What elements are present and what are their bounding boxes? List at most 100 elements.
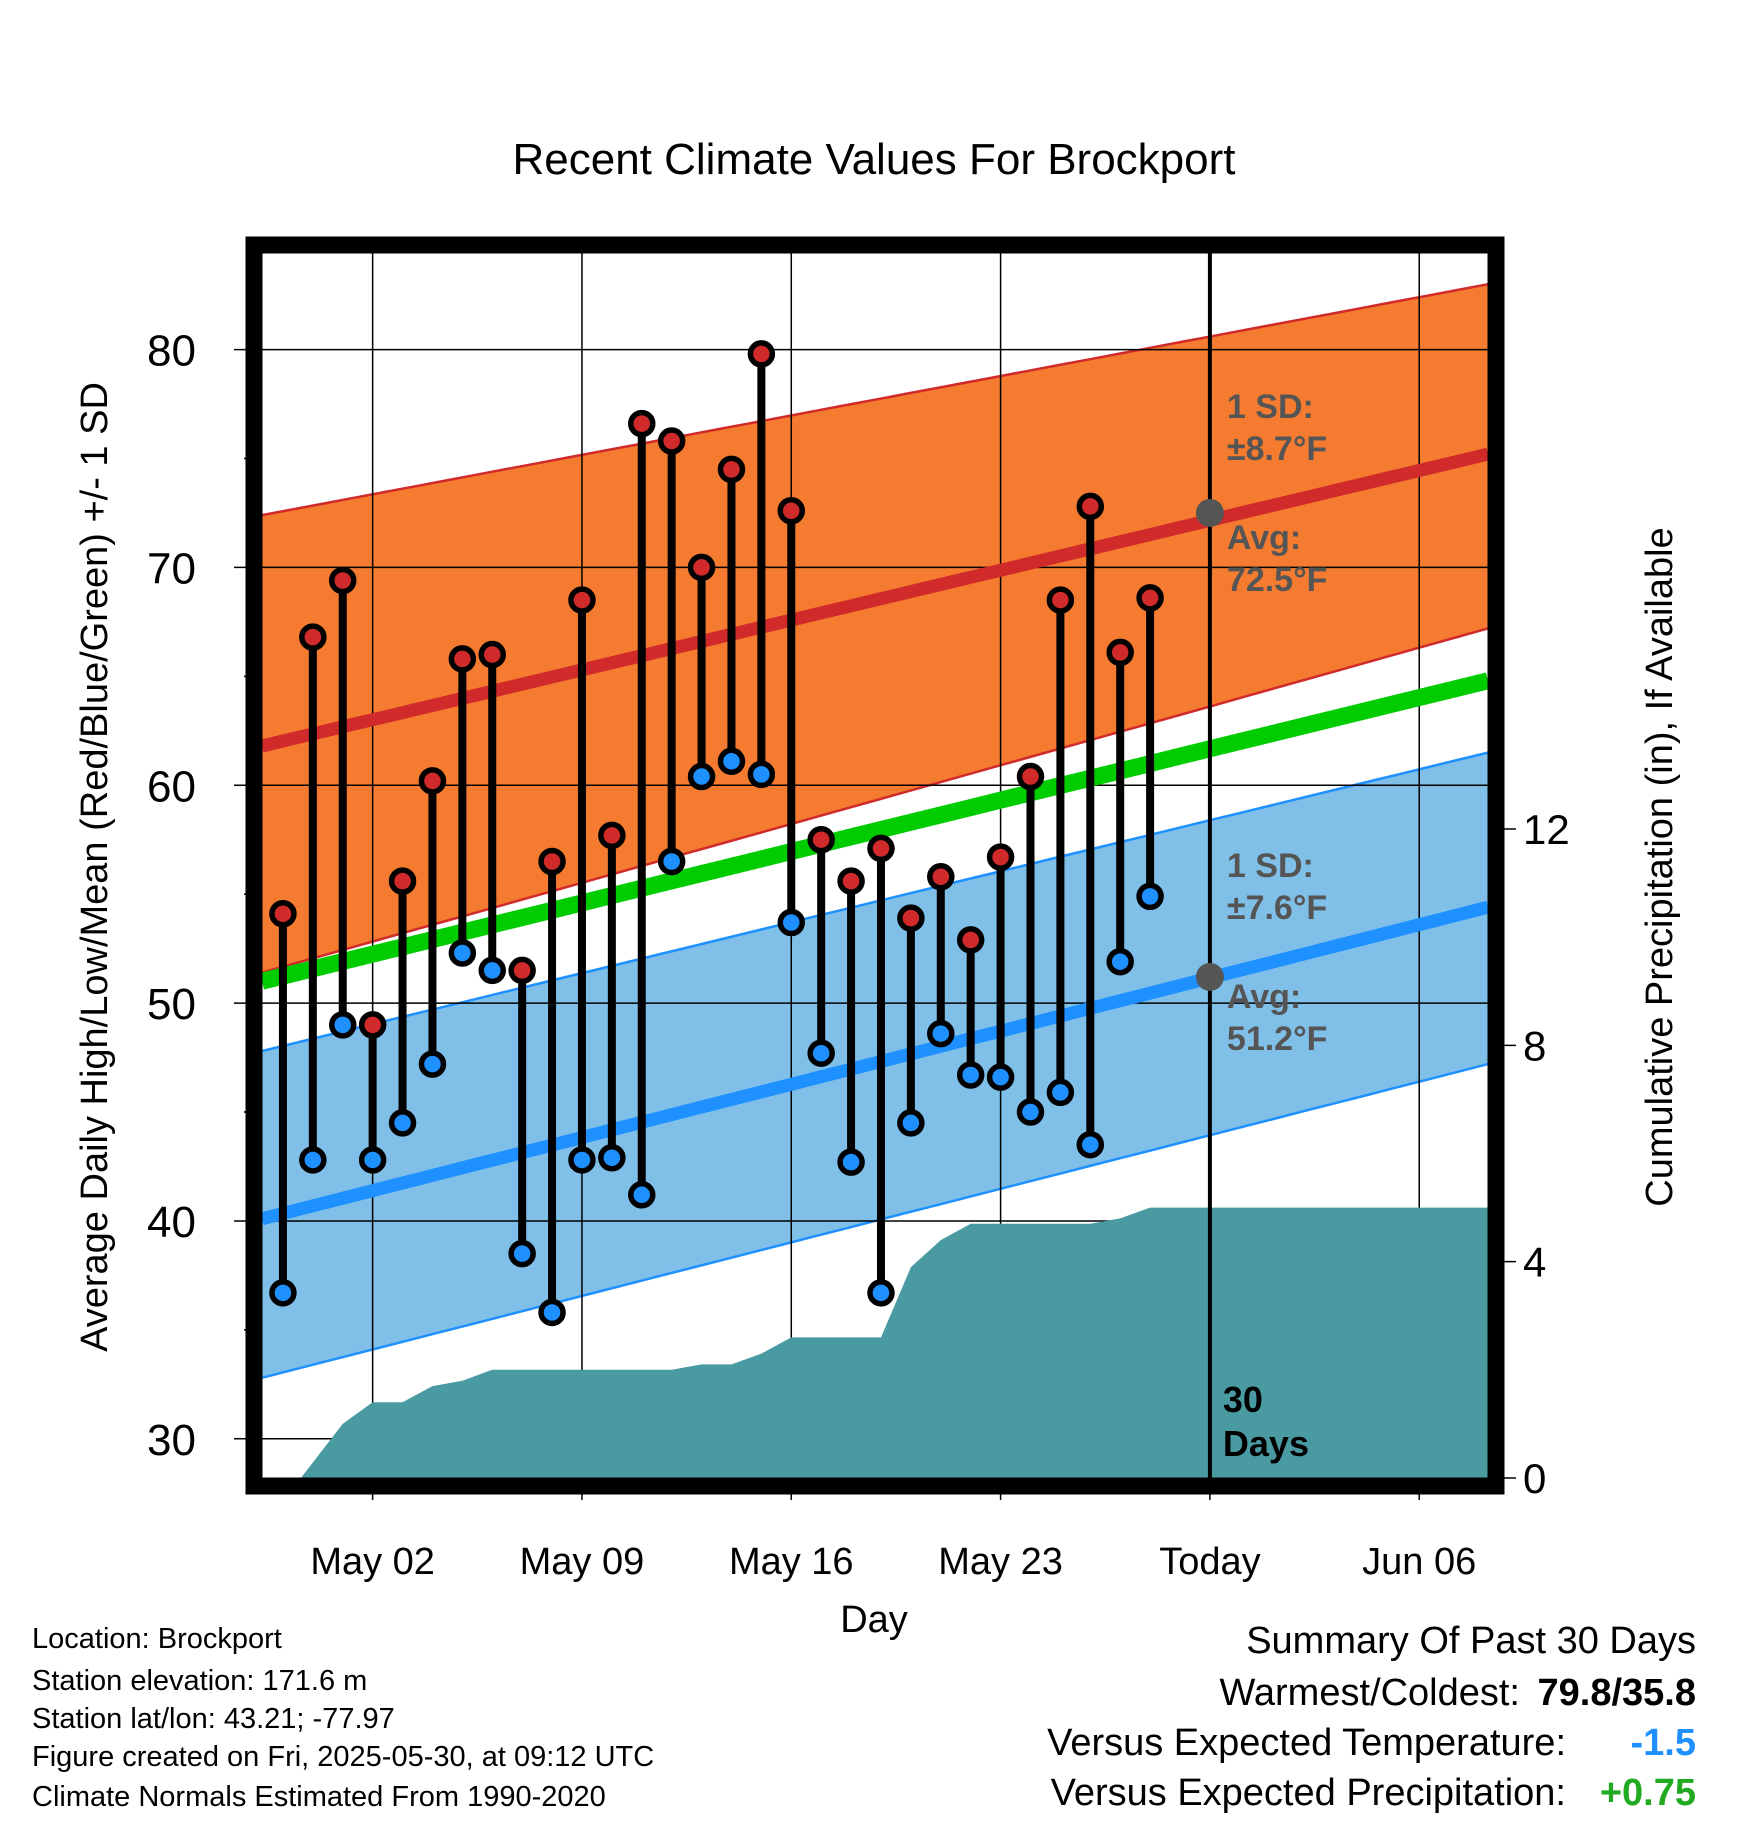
today-days-label-0: 30 (1223, 1379, 1263, 1420)
high-point-2 (328, 566, 357, 595)
x-tick-label-3: May 23 (938, 1541, 1063, 1583)
high-sd-band-lower-edge (261, 627, 1489, 974)
x-tick-label-0: May 02 (310, 1541, 435, 1583)
low-point-1 (299, 1146, 327, 1174)
high-sd-band-upper-edge (261, 282, 1489, 517)
low-point-12 (628, 1181, 656, 1209)
y-tick-label-70: 70 (147, 544, 196, 593)
y-right-tick-label-12: 12 (1523, 806, 1570, 853)
low-point-17 (777, 908, 806, 937)
low-point-25 (1016, 1098, 1045, 1126)
low-point-23 (956, 1061, 985, 1089)
y-tick-label-30: 30 (147, 1416, 196, 1465)
low-point-4 (388, 1109, 417, 1137)
high-normal-line (260, 447, 1490, 753)
annotation-high-avg-line-1: 72.5°F (1227, 561, 1328, 599)
low-point-5 (418, 1050, 447, 1078)
high-point-15 (717, 455, 746, 484)
high-point-11 (598, 821, 626, 850)
low-point-22 (927, 1019, 955, 1048)
high-point-1 (299, 623, 327, 651)
footer-elevation: Station elevation: 171.6 m (32, 1665, 368, 1697)
low-point-13 (657, 847, 686, 876)
today-high-avg-marker (1195, 498, 1224, 527)
footer-latlon: Station lat/lon: 43.21; -77.97 (32, 1703, 395, 1735)
precip-area (300, 1207, 1488, 1478)
today-days-label-1: Days (1223, 1423, 1309, 1464)
low-point-2 (328, 1011, 357, 1039)
high-point-29 (1136, 584, 1164, 612)
y-right-tick-label-8: 8 (1523, 1022, 1546, 1069)
high-point-24 (986, 843, 1015, 871)
high-point-17 (777, 497, 806, 525)
annotation-high-avg-line-0: Avg: (1227, 519, 1301, 557)
high-point-13 (657, 427, 686, 455)
low-point-8 (508, 1239, 536, 1268)
summary-warm-label: Warmest/Coldest: (1219, 1672, 1520, 1714)
summary-temp-label: Versus Expected Temperature: (1047, 1722, 1566, 1764)
low-point-0 (269, 1279, 297, 1307)
mean-normal-line (259, 672, 1491, 990)
high-point-16 (747, 340, 776, 368)
high-point-6 (448, 645, 477, 673)
low-point-9 (538, 1298, 566, 1327)
high-point-19 (837, 867, 865, 895)
low-point-26 (1046, 1078, 1075, 1107)
low-point-29 (1136, 882, 1164, 911)
low-point-7 (478, 956, 506, 985)
low-sd-band-upper-edge (261, 751, 1489, 1053)
y-right-tick-label-0: 0 (1523, 1455, 1546, 1502)
high-point-9 (538, 847, 566, 876)
annotation-low-avg-line-1: 51.2°F (1227, 1020, 1328, 1058)
low-point-14 (687, 762, 716, 791)
high-sd-band (262, 284, 1488, 973)
low-point-15 (717, 747, 746, 776)
summary-title: Summary Of Past 30 Days (1246, 1620, 1696, 1662)
annotation-high-sd-line-1: ±8.7°F (1227, 430, 1327, 468)
y-tick-label-60: 60 (147, 762, 196, 811)
high-point-14 (687, 553, 716, 582)
high-point-22 (927, 862, 955, 891)
low-normal-line (260, 900, 1490, 1226)
y-axis-right-label: Cumulative Precipitation (in), If Availa… (1639, 527, 1681, 1206)
low-point-10 (568, 1146, 596, 1174)
high-point-18 (807, 825, 835, 854)
y-tick-label-40: 40 (147, 1198, 196, 1247)
x-tick-label-4: Today (1159, 1541, 1260, 1583)
y-right-tick-label-4: 4 (1523, 1239, 1546, 1286)
high-point-25 (1016, 762, 1045, 791)
y-axis-label: Average Daily High/Low/Mean (Red/Blue/Gr… (74, 382, 116, 1352)
today-low-avg-marker (1195, 962, 1224, 991)
low-point-20 (867, 1279, 895, 1307)
high-point-26 (1046, 586, 1075, 614)
high-point-8 (508, 956, 536, 985)
high-point-4 (388, 867, 417, 895)
summary-warm-value: 79.8/35.8 (1537, 1672, 1696, 1714)
high-point-21 (897, 904, 925, 932)
y-tick-label-50: 50 (147, 980, 196, 1029)
low-point-16 (747, 760, 776, 789)
summary-precip-label: Versus Expected Precipitation: (1050, 1772, 1566, 1814)
low-point-27 (1076, 1130, 1105, 1159)
annotation-low-sd-line-0: 1 SD: (1227, 847, 1314, 885)
high-point-0 (269, 900, 297, 928)
high-point-27 (1076, 492, 1105, 521)
low-point-11 (598, 1144, 626, 1172)
footer-created: Figure created on Fri, 2025-05-30, at 09… (32, 1741, 655, 1773)
x-axis-label: Day (840, 1599, 908, 1641)
high-point-7 (478, 640, 506, 669)
footer-location: Location: Brockport (32, 1623, 282, 1655)
high-point-12 (628, 409, 656, 438)
summary-temp-value: -1.5 (1630, 1722, 1696, 1764)
footer-normals: Climate Normals Estimated From 1990-2020 (32, 1781, 606, 1813)
plot-frame (245, 236, 1505, 1495)
high-point-28 (1106, 638, 1134, 667)
high-point-23 (956, 926, 985, 954)
y-tick-label-80: 80 (147, 327, 196, 376)
low-point-24 (986, 1063, 1015, 1091)
annotation-low-sd-line-1: ±7.6°F (1227, 889, 1327, 927)
low-point-19 (837, 1148, 865, 1176)
high-point-20 (867, 834, 895, 863)
low-point-6 (448, 939, 477, 967)
